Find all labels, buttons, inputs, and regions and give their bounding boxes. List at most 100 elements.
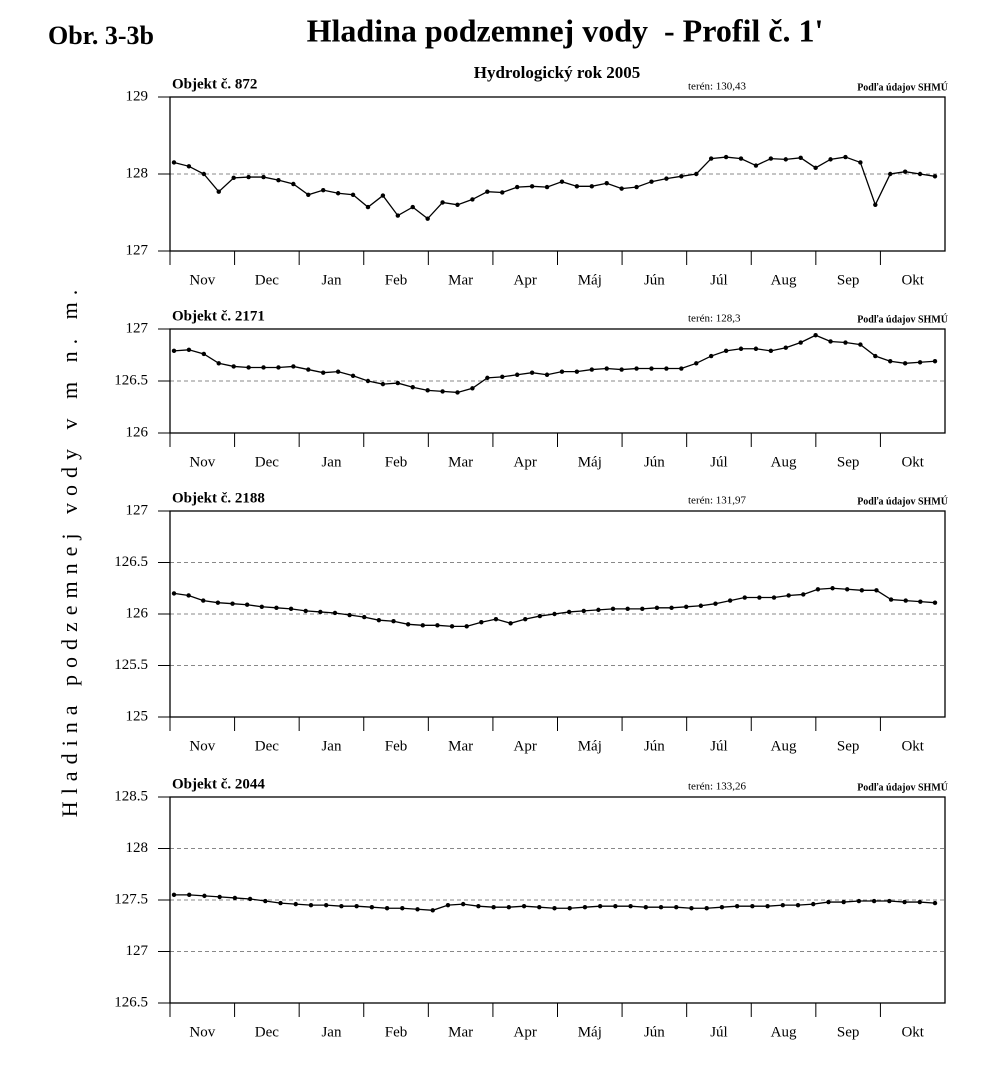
data-point: [738, 156, 744, 161]
data-point: [783, 345, 788, 350]
data-point: [634, 366, 639, 371]
data-point: [888, 171, 893, 177]
x-tick-label: Apr: [514, 1024, 537, 1040]
data-point: [485, 189, 490, 194]
x-tick-label: Dec: [255, 272, 279, 288]
data-point: [425, 388, 430, 393]
data-point: [362, 614, 367, 620]
source-note: Podľa údajov SHMÚ: [857, 81, 948, 93]
data-point: [246, 365, 251, 370]
y-tick-label: 129: [126, 88, 149, 104]
data-point: [610, 606, 616, 612]
data-point: [689, 906, 694, 911]
x-tick-label: Nov: [189, 738, 215, 754]
data-point: [604, 181, 609, 186]
data-line: [173, 334, 936, 394]
data-point: [514, 372, 520, 377]
x-tick-label: Feb: [385, 1024, 408, 1040]
data-point: [830, 586, 835, 591]
data-point: [708, 156, 714, 161]
data-point: [544, 184, 550, 190]
data-point: [171, 160, 177, 165]
data-point: [698, 603, 704, 608]
data-point: [559, 369, 565, 374]
data-point: [552, 906, 557, 911]
data-point: [537, 905, 542, 910]
terrain-note: terén: 133,26: [688, 781, 747, 793]
x-tick-label: Sep: [837, 1024, 860, 1040]
data-point: [217, 894, 222, 900]
data-point: [873, 202, 878, 207]
x-tick-label: Jan: [321, 738, 341, 754]
y-tick-label: 127.5: [114, 891, 148, 907]
data-point: [649, 179, 654, 184]
data-point: [521, 903, 527, 909]
data-point: [871, 898, 877, 904]
data-point: [376, 617, 382, 623]
data-point: [811, 901, 816, 907]
data-point: [231, 175, 236, 181]
data-point: [684, 604, 689, 609]
data-point: [674, 905, 679, 910]
x-tick-label: Máj: [578, 454, 602, 470]
data-point: [276, 177, 281, 183]
x-tick-label: Sep: [837, 272, 860, 288]
x-tick-label: Máj: [578, 272, 602, 288]
y-tick-label: 127: [126, 943, 149, 959]
data-point: [552, 611, 557, 617]
data-point: [559, 179, 565, 184]
data-point: [430, 908, 435, 913]
data-point: [589, 184, 595, 189]
data-point: [654, 605, 660, 611]
x-tick-label: Jún: [644, 454, 665, 470]
data-point: [405, 622, 411, 627]
data-point: [664, 366, 669, 371]
data-point: [391, 619, 396, 624]
data-point: [440, 389, 445, 394]
data-point: [395, 213, 401, 218]
data-point: [171, 892, 177, 898]
data-point: [727, 598, 733, 603]
data-point: [288, 606, 294, 612]
x-tick-label: Nov: [189, 454, 215, 470]
x-tick-label: Júl: [710, 738, 728, 754]
data-point: [723, 154, 729, 160]
data-point: [902, 169, 908, 174]
data-point: [753, 163, 759, 168]
data-point: [485, 375, 490, 381]
data-point: [734, 903, 740, 909]
data-point: [339, 903, 344, 909]
data-point: [215, 600, 221, 605]
y-tick-label: 127: [126, 502, 149, 518]
data-point: [369, 905, 375, 910]
data-point: [186, 347, 192, 352]
data-point: [246, 174, 251, 180]
data-point: [596, 607, 601, 613]
data-point: [365, 378, 371, 384]
x-tick-label: Dec: [255, 1024, 279, 1040]
data-point: [738, 346, 744, 351]
y-tick-label: 128.5: [114, 788, 148, 804]
data-point: [640, 606, 645, 612]
data-point: [813, 333, 818, 338]
data-point: [844, 587, 850, 592]
data-point: [186, 164, 192, 169]
data-point: [365, 204, 371, 210]
terrain-note: terén: 128,3: [688, 313, 741, 325]
data-point: [658, 905, 664, 910]
data-point: [708, 353, 714, 359]
data-point: [232, 895, 238, 901]
data-point: [582, 905, 588, 910]
data-point: [508, 621, 513, 626]
data-point: [308, 902, 314, 908]
data-point: [841, 899, 846, 905]
data-point: [335, 191, 341, 196]
data-point: [470, 386, 475, 391]
data-point: [324, 902, 329, 908]
x-tick-label: Jún: [644, 738, 665, 754]
data-point: [669, 605, 674, 611]
data-point: [303, 608, 308, 614]
data-point: [455, 202, 460, 207]
data-point: [400, 906, 405, 911]
data-point: [293, 901, 298, 907]
